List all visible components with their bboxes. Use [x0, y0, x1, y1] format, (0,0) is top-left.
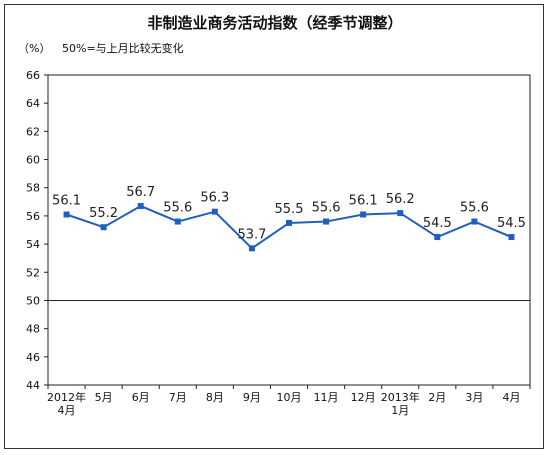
- y-tick-label: 58: [26, 182, 40, 195]
- y-tick-label: 52: [26, 266, 40, 279]
- y-tick-label: 60: [26, 154, 40, 167]
- x-tick-label: 1月: [391, 404, 409, 417]
- x-tick-label: 9月: [243, 391, 261, 404]
- x-tick-label: 5月: [95, 391, 113, 404]
- x-tick-label: 4月: [502, 391, 520, 404]
- y-unit-label: （%）: [18, 42, 51, 55]
- x-tick-label: 6月: [132, 391, 150, 404]
- data-label: 53.7: [237, 227, 266, 242]
- x-tick-label: 4月: [58, 404, 76, 417]
- x-tick-label: 8月: [206, 391, 224, 404]
- data-point: [323, 218, 330, 225]
- data-label: 55.6: [312, 201, 341, 216]
- x-tick-label: 12月: [351, 391, 376, 404]
- y-tick-label: 54: [26, 238, 40, 251]
- data-point: [286, 219, 292, 226]
- data-label: 56.3: [200, 191, 229, 206]
- data-point: [471, 218, 478, 225]
- y-tick-label: 46: [26, 351, 40, 364]
- data-label: 56.2: [386, 192, 415, 207]
- chart-frame: [4, 4, 544, 449]
- x-tick-label: 2月: [428, 391, 446, 404]
- y-tick-label: 62: [26, 125, 40, 138]
- y-tick-label: 64: [26, 97, 40, 110]
- data-point: [434, 234, 441, 241]
- x-tick-label: 11月: [314, 391, 339, 404]
- x-tick-label: 3月: [465, 391, 483, 404]
- data-label: 56.1: [349, 194, 378, 209]
- y-tick-label: 48: [26, 323, 40, 336]
- data-point: [248, 245, 255, 252]
- data-point: [137, 203, 144, 210]
- baseline-note: 50%=与上月比较无变化: [62, 42, 184, 55]
- data-point: [100, 224, 107, 231]
- data-label: 56.1: [52, 194, 81, 209]
- data-point: [360, 211, 367, 218]
- y-tick-label: 44: [26, 379, 40, 392]
- data-label: 54.5: [423, 216, 452, 231]
- data-point: [63, 211, 70, 218]
- y-tick-label: 56: [26, 210, 40, 223]
- data-point: [508, 234, 515, 241]
- data-label: 56.7: [126, 185, 155, 200]
- x-tick-label: 7月: [169, 391, 187, 404]
- data-label: 55.6: [460, 201, 489, 216]
- data-label: 54.5: [497, 216, 526, 231]
- x-tick-label: 2012年: [47, 390, 86, 404]
- data-label: 55.5: [275, 202, 304, 217]
- data-point: [211, 208, 218, 215]
- y-tick-label: 50: [26, 294, 40, 307]
- y-tick-label: 66: [26, 69, 40, 82]
- x-tick-label: 2013年: [381, 390, 420, 404]
- plot-border: [47, 74, 531, 386]
- data-label: 55.6: [163, 201, 192, 216]
- data-point: [174, 218, 181, 225]
- data-label: 55.2: [89, 206, 118, 221]
- x-tick-label: 10月: [277, 391, 302, 404]
- data-point: [397, 210, 404, 217]
- chart-title: 非制造业商务活动指数（经季节调整）: [147, 14, 403, 32]
